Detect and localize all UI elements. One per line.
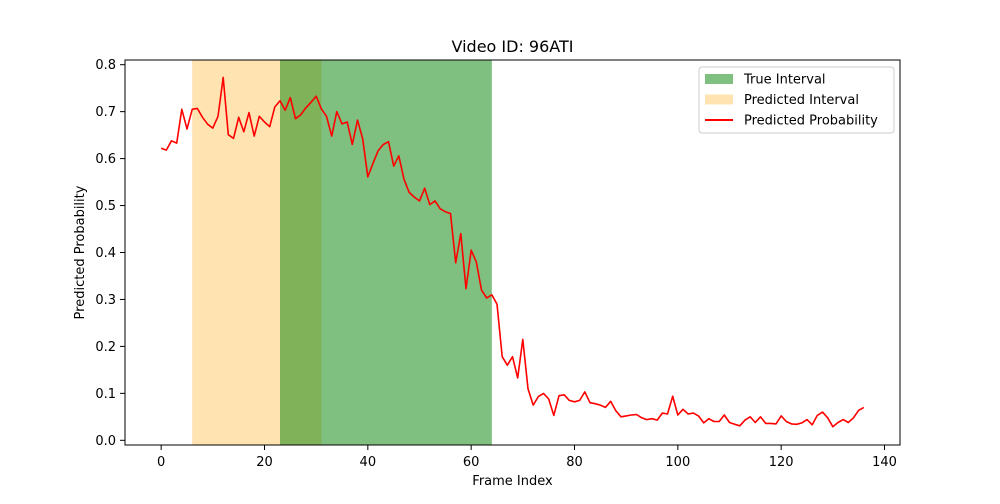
x-tick-label: 140	[872, 455, 897, 470]
y-tick-label: 0.2	[95, 340, 116, 355]
y-tick-label: 0.3	[95, 293, 116, 308]
y-tick-label: 0.5	[95, 199, 116, 214]
predicted-probability-line	[160, 76, 865, 428]
y-axis-ticks: 0.0 0.1 0.2 0.3 0.4 0.5 0.6 0.7 0.8	[95, 58, 125, 449]
chart-title: Video ID: 96ATI	[452, 37, 574, 56]
legend-label-predicted-interval: Predicted Interval	[744, 93, 859, 108]
x-tick-label: 120	[769, 455, 794, 470]
legend-label-predicted-probability: Predicted Probability	[744, 114, 878, 129]
legend-swatch-predicted-interval	[705, 94, 733, 105]
y-tick-label: 0.7	[95, 105, 116, 120]
series-lines	[160, 76, 865, 428]
x-axis-ticks: 0 20 40 60 80 100 120 140	[157, 445, 897, 470]
legend-swatch-true-interval	[705, 74, 733, 84]
legend: True Interval Predicted Interval Predicted…	[698, 66, 895, 134]
x-tick-label: 20	[256, 455, 273, 470]
y-tick-label: 0.8	[95, 58, 116, 73]
y-tick-label: 0.6	[95, 152, 116, 167]
y-tick-label: 0.4	[95, 246, 116, 261]
x-axis-label: Frame Index	[472, 474, 553, 489]
y-axis-label: Predicted Probability	[73, 185, 88, 319]
x-tick-label: 100	[665, 455, 690, 470]
y-tick-label: 0.0	[95, 434, 116, 449]
x-tick-label: 40	[360, 455, 377, 470]
x-tick-label: 80	[566, 455, 583, 470]
y-tick-label: 0.1	[95, 387, 116, 402]
legend-box	[698, 66, 895, 134]
x-tick-label: 60	[463, 455, 480, 470]
legend-label-true-interval: True Interval	[743, 73, 826, 88]
x-tick-label: 0	[157, 455, 165, 470]
interval-bands	[192, 60, 492, 445]
true-interval-band	[280, 60, 492, 445]
